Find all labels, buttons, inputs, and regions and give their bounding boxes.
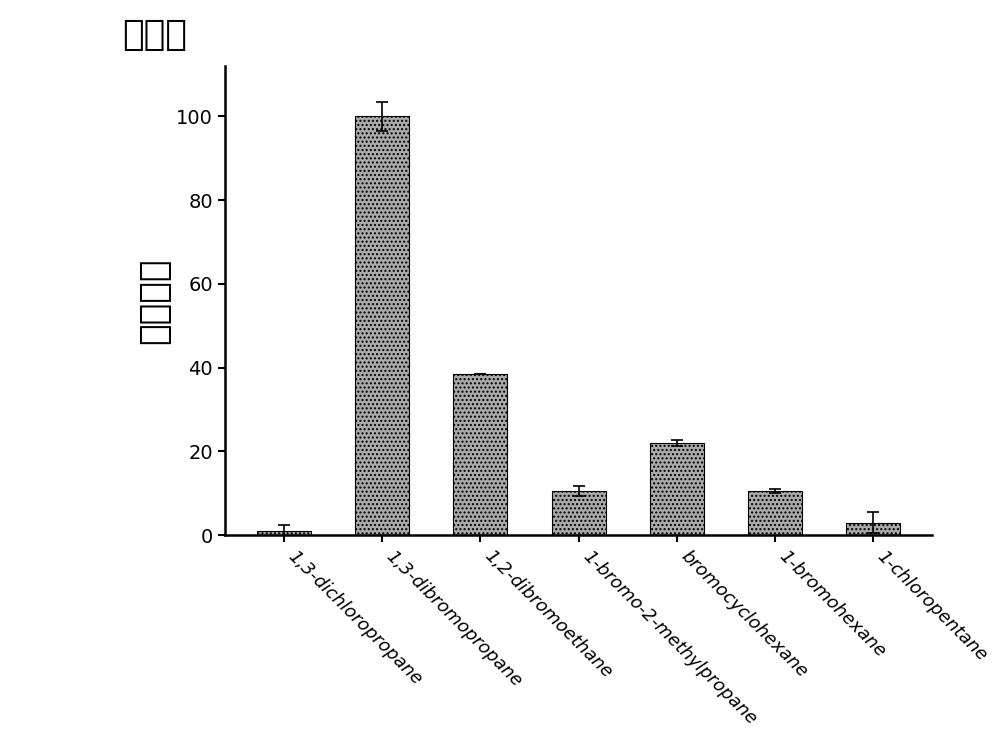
Text: （％）: （％） (122, 18, 187, 52)
Text: 相对活力: 相对活力 (137, 257, 171, 344)
Bar (748, 491, 802, 535)
Bar (552, 491, 606, 535)
Bar (846, 522, 900, 535)
Bar (650, 443, 704, 535)
Bar (453, 374, 507, 535)
Bar (355, 117, 409, 535)
Bar (257, 531, 311, 535)
